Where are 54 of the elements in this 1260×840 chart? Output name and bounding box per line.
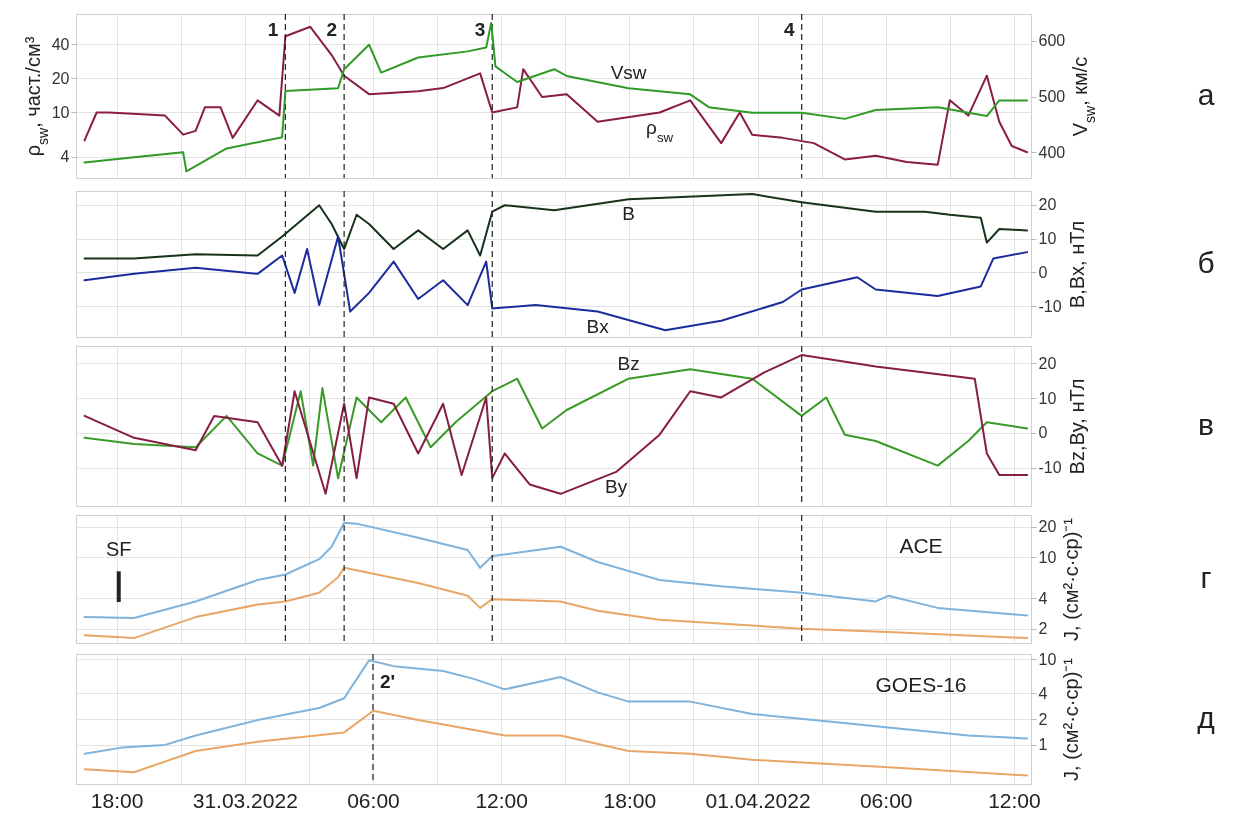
x-tick-label: 06:00 [347,788,400,812]
y2-tick-label: 2 [1038,620,1048,638]
ref-line-label: 4 [784,19,796,40]
y2-tick-label: 1 [1038,736,1048,754]
series-label: Vsw [610,62,647,84]
annotation: ACE [899,534,943,557]
y-tick-label: 20 [51,69,70,87]
series-label: B [622,203,635,225]
ref-line-label: 1 [267,19,279,40]
y2-tick-label: -10 [1038,459,1062,477]
y2-tick-label: 400 [1038,143,1066,161]
y2-tick-label: 20 [1038,518,1057,536]
y-tick-label: 40 [51,35,70,53]
y2-tick-label: 0 [1038,424,1048,442]
series-label: Bx [586,315,610,337]
ref-line-label: 2 [326,19,338,40]
text: в [1198,408,1214,441]
ref-line-label: 3 [474,19,486,40]
y2-tick-label: 10 [1038,548,1057,566]
x-tick-label: 31.03.2022 [192,788,298,812]
y2-axis-title: J, (см²·с·ср)⁻¹ [1060,657,1083,781]
y2-axis-title: J, (см²·с·ср)⁻¹ [1060,517,1083,641]
x-tick-label: 12:00 [475,788,528,812]
y-tick-label: 10 [51,103,70,121]
y2-axis-title: Bz,By, нТл [1065,378,1088,475]
text: д [1197,701,1215,734]
y-tick-label: 4 [60,148,70,166]
y2-tick-label: 600 [1038,32,1066,50]
y2-tick-label: -10 [1038,297,1062,315]
y2-tick-label: 4 [1038,589,1048,607]
series-label: ρ$_{sw}$ [646,116,674,145]
x-tick-label: 18:00 [603,788,657,812]
y2-tick-label: 4 [1038,684,1048,702]
text: б [1197,246,1215,279]
ref-line-label: 2' [379,671,396,692]
y2-tick-label: 20 [1038,354,1057,372]
x-tick-label: 18:00 [90,788,144,812]
y2-tick-label: 20 [1038,196,1057,214]
text: г [1200,561,1212,594]
y2-tick-label: 10 [1038,650,1057,668]
x-tick-label: 12:00 [988,788,1041,812]
series-label: Bz [617,352,640,374]
ref-line-label: SF [105,537,132,560]
y2-tick-label: 500 [1038,88,1066,106]
y2-axis-title: B,Bx, нТл [1065,220,1088,309]
y2-tick-label: 10 [1038,389,1057,407]
annotation: GOES-16 [875,673,967,696]
text: а [1197,78,1215,111]
x-tick-label: 01.04.2022 [705,788,811,812]
y2-tick-label: 0 [1038,263,1048,281]
y2-tick-label: 2 [1038,710,1048,728]
x-tick-label: 06:00 [859,788,913,812]
y2-tick-label: 10 [1038,230,1057,248]
series-label: By [605,475,628,497]
